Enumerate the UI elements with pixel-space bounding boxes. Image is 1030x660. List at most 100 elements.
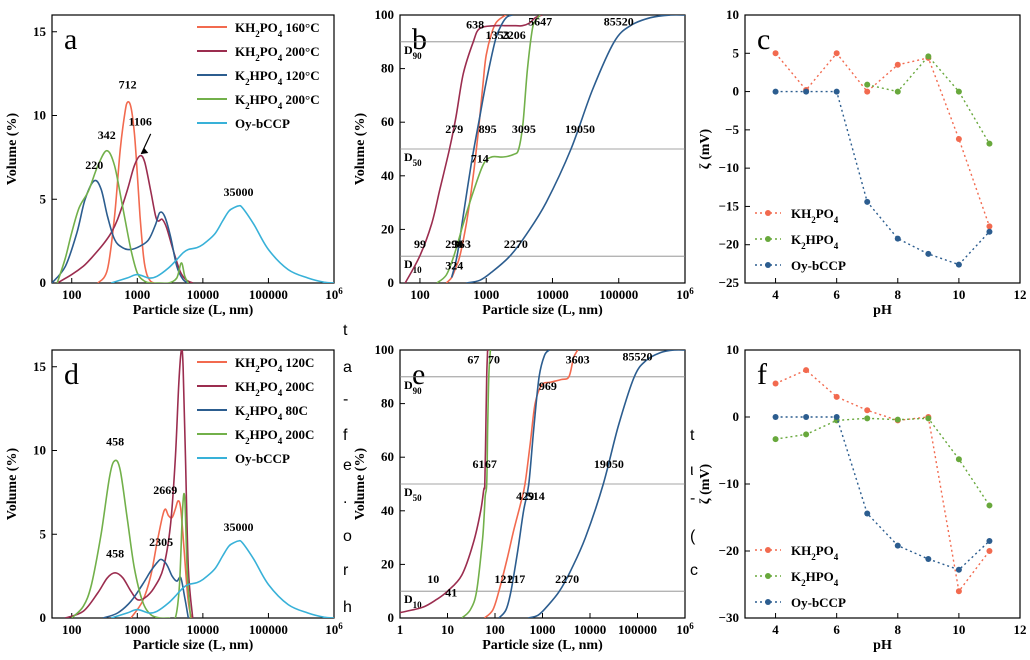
- data-point: [833, 393, 840, 400]
- x-tick-label: 100000: [249, 622, 288, 637]
- y-tick-label: 100: [375, 7, 395, 22]
- data-annotation: 2305: [149, 535, 173, 549]
- y-tick-label: 5: [733, 45, 740, 60]
- legend-label: KH2PO4 120C: [235, 355, 314, 374]
- data-annotation: 342: [98, 128, 116, 142]
- x-tick-label: 12: [1014, 622, 1027, 637]
- data-point: [833, 50, 840, 57]
- data-point: [955, 136, 962, 143]
- y-tick-label: 0: [40, 610, 47, 625]
- data-annotation: 969: [539, 379, 557, 393]
- y-tick-label: 10: [726, 7, 739, 22]
- x-axis-title: Particle size (L, nm): [133, 303, 254, 318]
- data-point: [894, 542, 901, 549]
- series-line-k2hpo4-200-c: [436, 15, 541, 283]
- reference-label: D90: [404, 43, 422, 61]
- series-line-k2hpo4-80c: [498, 350, 550, 618]
- legend: KH2PO4 K2HPO4 Oy-bCCP: [755, 206, 846, 273]
- data-annotation: 35000: [224, 520, 254, 534]
- plot-frame: [744, 349, 1021, 619]
- y-axis-title: Volume (%): [353, 113, 368, 186]
- x-tick-label: 100: [410, 287, 430, 302]
- stray-text: t: [690, 427, 695, 444]
- y-axis-title: Volume (%): [353, 448, 368, 521]
- stray-text: -: [343, 391, 348, 408]
- data-point: [772, 380, 779, 387]
- data-annotation: 458: [106, 434, 124, 448]
- data-annotation: 712: [119, 78, 137, 92]
- series-line-oy-bccp: [110, 204, 334, 283]
- data-point: [955, 261, 962, 268]
- x-tick-label: 100000: [618, 622, 657, 637]
- data-annotation: 3095: [512, 122, 536, 136]
- y-tick-label: 40: [381, 168, 394, 183]
- data-annotation: 429: [516, 489, 534, 503]
- data-point: [833, 414, 840, 420]
- stray-text: .: [343, 490, 347, 507]
- x-tick-label: 10000: [187, 622, 220, 637]
- data-point: [986, 548, 993, 554]
- panel-label: d: [64, 358, 79, 391]
- legend-marker: [765, 236, 771, 242]
- stray-text: -: [690, 490, 695, 507]
- x-tick-label: 106: [676, 621, 694, 637]
- chart-panel-b: 100 1000 10000 100000 106 0 20 40 60 80 100 Particl…: [353, 7, 694, 318]
- data-point: [864, 88, 871, 95]
- data-point: [803, 414, 810, 420]
- y-tick-label: 10: [33, 443, 46, 458]
- data-point: [894, 416, 901, 423]
- data-point: [894, 61, 901, 68]
- x-tick-label: 10000: [187, 287, 220, 302]
- legend-label: K2HPO4 80C: [235, 403, 308, 422]
- data-point: [864, 415, 871, 422]
- x-tick-label: 12: [1014, 287, 1027, 302]
- y-tick-label: −30: [719, 610, 739, 625]
- data-annotation: 35000: [224, 185, 254, 199]
- y-tick-label: 20: [381, 556, 394, 571]
- data-point: [986, 223, 993, 230]
- x-tick-label: 106: [325, 286, 343, 302]
- data-point: [772, 88, 779, 95]
- data-annotation: 99: [414, 237, 426, 251]
- series-line-kh2po4-200c: [65, 350, 194, 618]
- data-point: [986, 140, 993, 147]
- legend-label: KH2PO4: [791, 206, 839, 225]
- legend: KH2PO4 160°C KH2PO4 200°C K2HPO4 120°C K2HP…: [197, 20, 320, 131]
- data-annotation: 279: [445, 122, 463, 136]
- y-axis-title: Volume (%): [5, 448, 20, 521]
- data-annotation: 67: [467, 352, 479, 366]
- legend-marker: [765, 573, 771, 579]
- y-tick-label: 0: [388, 610, 395, 625]
- chart-panel-e: 1 10 100 1000 10000 100000 106020406080100Part…: [353, 342, 694, 653]
- data-annotation: 895: [479, 122, 497, 136]
- series-line-k2hpo4-200-c: [56, 149, 190, 283]
- y-tick-label: −15: [719, 198, 740, 213]
- y-tick-label: 40: [381, 503, 394, 518]
- arrow-head: [141, 148, 149, 155]
- y-tick-label: −10: [719, 160, 739, 175]
- x-axis-title: Particle size (L, nm): [133, 638, 254, 653]
- data-point: [772, 414, 779, 420]
- data-annotation: 290: [445, 237, 463, 251]
- data-annotation: 85520: [623, 350, 653, 364]
- data-point: [955, 456, 962, 463]
- data-point: [864, 198, 871, 205]
- data-point: [864, 407, 871, 414]
- x-tick-label: 10000: [574, 622, 607, 637]
- series-line-kh2po4-120c: [483, 350, 579, 618]
- data-point: [955, 566, 962, 573]
- series-line-k2hpo4: [867, 55, 991, 144]
- y-tick-label: 60: [381, 114, 394, 129]
- legend-label: K2HPO4 200°C: [235, 92, 320, 111]
- data-annotation: 324: [445, 259, 463, 273]
- y-tick-label: 0: [733, 409, 740, 424]
- stray-text: t: [343, 322, 348, 339]
- data-point: [864, 510, 871, 517]
- data-annotation: 514: [527, 489, 545, 503]
- data-point: [955, 88, 962, 95]
- y-tick-label: 20: [381, 221, 394, 236]
- stray-text: h: [343, 599, 352, 616]
- series-line-kh2po4-200-c: [404, 15, 543, 283]
- x-tick-label: 100: [485, 622, 505, 637]
- x-tick-label: 10: [952, 287, 965, 302]
